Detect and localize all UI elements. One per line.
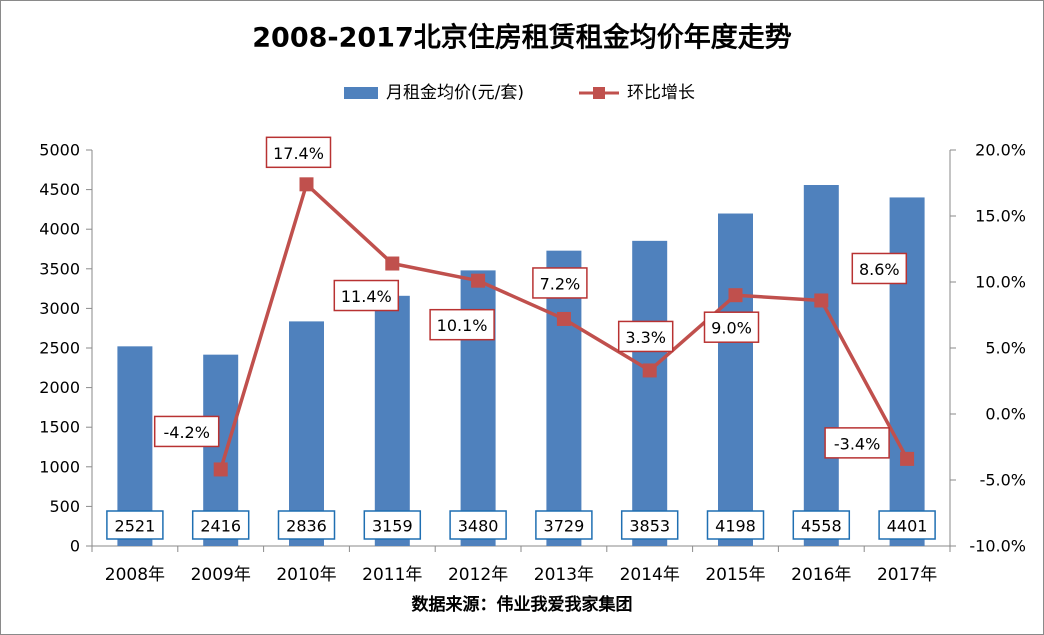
bar-label-box xyxy=(620,510,679,540)
line-label-box xyxy=(703,311,760,343)
line-point-2012年 xyxy=(471,273,486,288)
x-tick-label: 2013年 xyxy=(534,565,594,585)
x-tick-label: 2011年 xyxy=(362,565,422,585)
y-right-tick-label: 20.0% xyxy=(975,141,1026,160)
bar-label-box xyxy=(535,510,593,540)
x-tick-label: 2016年 xyxy=(791,565,851,585)
y-left-tick-label: 3000 xyxy=(39,299,80,318)
line-data-label: 11.4% xyxy=(341,287,392,306)
line-data-label: 8.6% xyxy=(859,260,900,279)
bar-2014年 xyxy=(632,240,668,546)
x-tick-label: 2014年 xyxy=(620,565,680,585)
bar-label-box xyxy=(706,510,765,540)
y-right-tick-label: -10.0% xyxy=(969,537,1026,556)
y-left-tick-label: 1000 xyxy=(39,457,80,476)
y-left-tick-label: 2000 xyxy=(39,378,80,397)
line-point-2016年 xyxy=(814,293,829,308)
x-tick-label: 2010年 xyxy=(276,565,336,585)
bar-label-box xyxy=(792,510,851,540)
line-point-2013年 xyxy=(556,311,571,326)
y-right-tick-label: -5.0% xyxy=(980,471,1026,490)
y-left-tick-label: 4000 xyxy=(39,220,80,239)
legend-bar-swatch xyxy=(344,87,378,99)
line-data-label: -3.4% xyxy=(834,434,880,453)
bar-label-box xyxy=(191,510,250,540)
y-right-tick-label: 5.0% xyxy=(985,339,1026,358)
bar-data-label: 3480 xyxy=(458,517,499,536)
y-left-tick-label: 4500 xyxy=(39,180,80,199)
line-label-box xyxy=(333,279,400,312)
line-data-label: 3.3% xyxy=(625,328,666,347)
line-label-box xyxy=(429,308,495,341)
bar-data-label: 4558 xyxy=(801,517,842,536)
bar-data-label: 2521 xyxy=(115,517,156,536)
bar-data-label: 2416 xyxy=(200,517,241,536)
bar-label-box xyxy=(277,510,336,540)
y-left-tick-label: 3500 xyxy=(39,259,80,278)
x-tick-label: 2012年 xyxy=(448,565,508,585)
x-tick-label: 2015年 xyxy=(705,565,765,585)
line-data-label: 9.0% xyxy=(711,319,752,338)
y-right-tick-label: 10.0% xyxy=(975,273,1026,292)
x-tick-label: 2017年 xyxy=(877,565,937,585)
x-tick-label: 2008年 xyxy=(105,565,165,585)
bar-data-label: 2836 xyxy=(286,517,327,536)
line-point-2017年 xyxy=(900,451,915,466)
line-point-2010年 xyxy=(299,177,314,192)
legend-bar-label: 月租金均价(元/套) xyxy=(386,83,524,103)
y-left-tick-label: 2500 xyxy=(39,339,80,358)
bar-label-box xyxy=(449,510,507,540)
line-data-label: 17.4% xyxy=(273,144,324,163)
bar-2015年 xyxy=(718,213,753,546)
line-point-2011年 xyxy=(385,256,400,271)
bar-data-label: 4198 xyxy=(715,517,756,536)
line-label-box xyxy=(824,427,890,459)
line-point-2009年 xyxy=(213,462,228,477)
bar-label-box xyxy=(363,510,422,540)
line-label-box xyxy=(617,320,674,353)
line-label-box xyxy=(532,267,588,299)
legend-line-label: 环比增长 xyxy=(627,83,695,103)
line-point-2014年 xyxy=(642,363,657,378)
x-tick-label: 2009年 xyxy=(191,565,251,585)
line-label-box xyxy=(265,136,332,169)
bar-data-label: 3853 xyxy=(629,517,670,536)
bar-label-box xyxy=(106,510,164,540)
bar-2013年 xyxy=(546,250,582,546)
y-left-tick-label: 0 xyxy=(70,537,80,556)
bar-data-label: 3159 xyxy=(372,517,413,536)
bar-2011年 xyxy=(374,295,410,546)
bar-2010年 xyxy=(289,321,324,546)
line-data-label: 10.1% xyxy=(437,316,488,335)
bar-data-label: 4401 xyxy=(887,517,928,536)
bar-2016年 xyxy=(803,185,839,546)
line-data-label: 7.2% xyxy=(540,274,581,293)
y-left-tick-label: 500 xyxy=(49,497,80,516)
legend-line-marker xyxy=(593,87,605,99)
bar-label-box xyxy=(878,510,936,540)
bar-2017年 xyxy=(889,197,925,546)
line-label-box xyxy=(153,415,220,448)
y-left-tick-label: 1500 xyxy=(39,418,80,437)
line-label-box xyxy=(851,252,908,285)
y-left-tick-label: 5000 xyxy=(39,141,80,160)
line-point-2015年 xyxy=(728,288,743,303)
line-data-label: -4.2% xyxy=(163,423,209,442)
chart-source: 数据来源：伟业我爱我家集团 xyxy=(412,594,633,615)
chart-title: 2008-2017北京住房租赁租金均价年度走势 xyxy=(252,22,792,54)
y-right-tick-label: 15.0% xyxy=(975,207,1026,226)
y-right-tick-label: 0.0% xyxy=(985,405,1026,424)
bar-data-label: 3729 xyxy=(544,517,585,536)
